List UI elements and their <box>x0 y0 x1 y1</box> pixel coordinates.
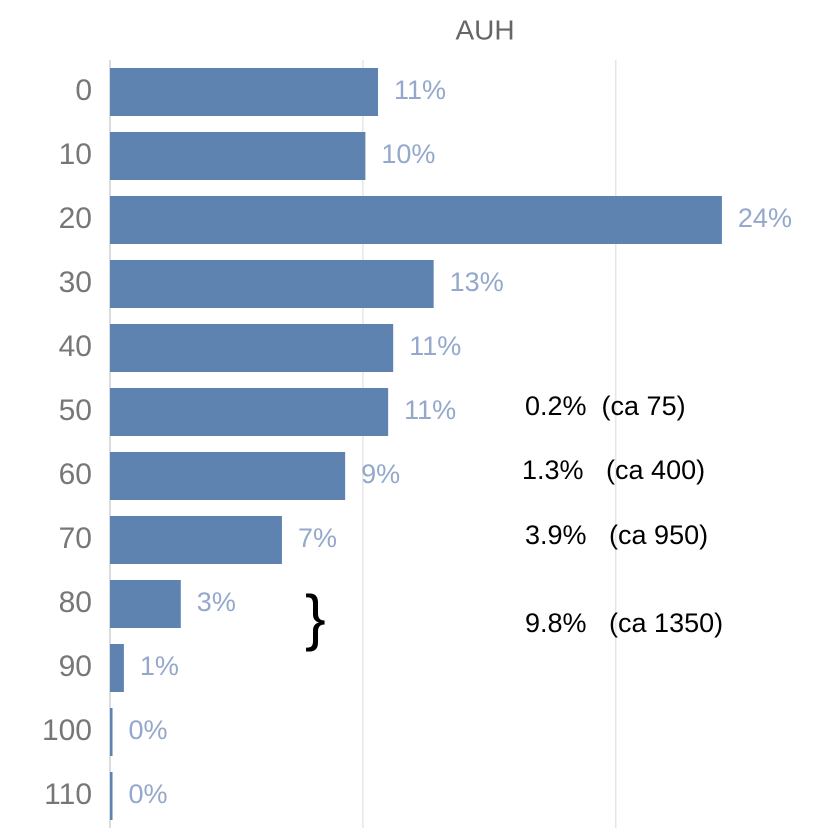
y-tick-label: 40 <box>59 330 92 363</box>
value-label: 11% <box>409 331 461 361</box>
value-label: 3% <box>197 587 236 617</box>
bar <box>110 68 379 116</box>
y-tick-label: 60 <box>59 458 92 491</box>
value-label: 24% <box>738 203 792 233</box>
value-label: 11% <box>394 75 446 105</box>
annotation: 1.3% (ca 400) <box>522 455 705 485</box>
y-tick-label: 50 <box>59 394 92 427</box>
value-label: 13% <box>450 267 504 297</box>
bar <box>110 772 113 820</box>
bar <box>110 324 394 372</box>
bar <box>110 644 124 692</box>
bar <box>110 388 389 436</box>
annotation: 0.2% (ca 75) <box>525 391 686 421</box>
bar <box>110 516 282 564</box>
annotation: 3.9% (ca 950) <box>525 520 708 550</box>
y-tick-label: 100 <box>42 714 92 747</box>
bar <box>110 260 434 308</box>
bar <box>110 132 366 180</box>
y-tick-label: 30 <box>59 266 92 299</box>
value-label: 7% <box>298 523 337 553</box>
y-tick-label: 90 <box>59 650 92 683</box>
annotation: 9.8% (ca 1350) <box>525 608 723 638</box>
value-label: 9% <box>361 459 400 489</box>
bar <box>110 196 722 244</box>
chart-title: AUH <box>455 14 514 45</box>
bar <box>110 580 181 628</box>
value-label: 1% <box>140 651 179 681</box>
annotation: } <box>305 583 326 652</box>
bar <box>110 708 113 756</box>
value-label: 0% <box>129 779 168 809</box>
bar <box>110 452 346 500</box>
y-tick-label: 70 <box>59 522 92 555</box>
y-tick-label: 80 <box>59 586 92 619</box>
value-label: 0% <box>129 715 168 745</box>
y-tick-label: 110 <box>44 778 92 811</box>
y-tick-label: 10 <box>59 138 92 171</box>
value-label: 11% <box>404 395 456 425</box>
value-label: 10% <box>381 139 435 169</box>
y-tick-label: 0 <box>75 74 92 107</box>
y-tick-label: 20 <box>59 202 92 235</box>
